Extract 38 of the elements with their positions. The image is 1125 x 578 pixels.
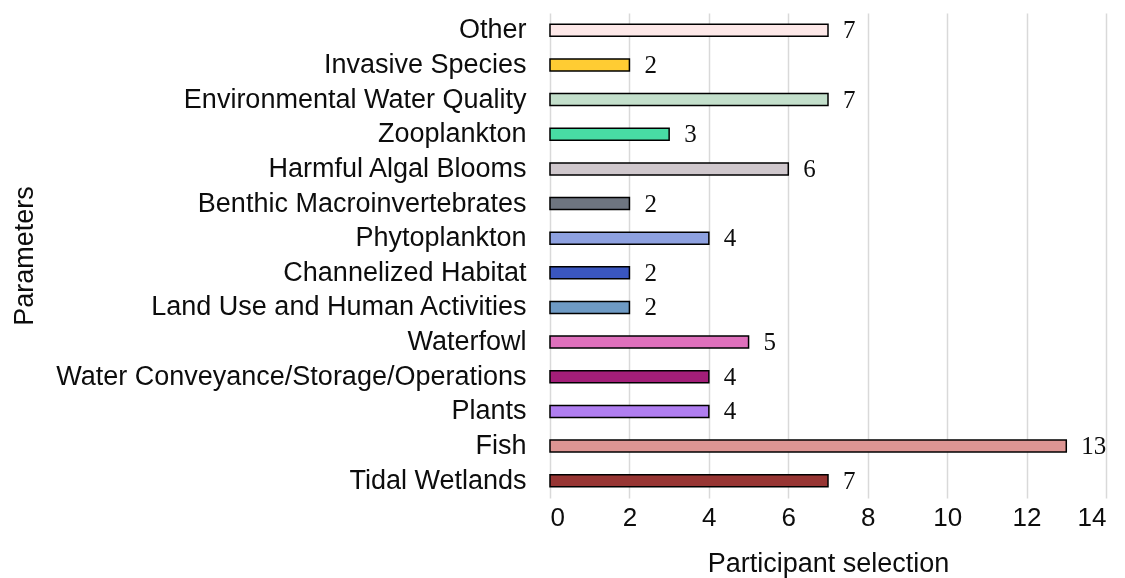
data-label: 2 [644, 189, 657, 217]
x-tick-label: 12 [1012, 501, 1042, 532]
y-tick-label: Invasive Species [323, 48, 527, 79]
data-label: 7 [843, 466, 856, 494]
data-label: 4 [723, 362, 737, 390]
data-label: 2 [644, 50, 657, 78]
y-tick-label: Plants [451, 395, 527, 426]
data-label: 6 [803, 154, 816, 182]
y-tick-label: Channelized Habitat [283, 256, 527, 287]
y-tick-label: Zooplankton [377, 118, 527, 149]
x-tick-label: 14 [1077, 501, 1107, 532]
data-label: 3 [684, 120, 697, 148]
x-tick-label: 0 [550, 501, 565, 532]
x-tick-label: 8 [860, 501, 876, 532]
y-tick-label: Other [458, 14, 527, 45]
data-label: 7 [843, 85, 856, 113]
y-tick-label: Water Conveyance/Storage/Operations [56, 360, 527, 391]
x-tick-label: 2 [622, 501, 638, 532]
x-tick-label: 6 [781, 501, 797, 532]
y-tick-label: Harmful Algal Blooms [268, 152, 527, 183]
data-label: 13 [1081, 432, 1107, 460]
y-tick-label: Benthic Macroinvertebrates [197, 187, 527, 218]
data-label: 2 [644, 293, 657, 321]
x-tick-label: 4 [702, 501, 717, 532]
data-label: 4 [723, 397, 737, 425]
y-axis-title: Parameters [8, 186, 39, 326]
y-tick-label: Environmental Water Quality [183, 83, 527, 114]
y-tick-label: Phytoplankton [355, 222, 527, 253]
x-axis-title: Participant selection [707, 547, 950, 578]
y-tick-label: Tidal Wetlands [349, 464, 527, 495]
data-label: 5 [763, 328, 777, 356]
data-label: 4 [723, 224, 737, 252]
y-tick-label: Land Use and Human Activities [151, 291, 527, 322]
data-label: 2 [644, 258, 657, 286]
x-tick-label: 10 [933, 501, 963, 532]
data-label: 7 [843, 16, 856, 44]
y-tick-label: Waterfowl [407, 326, 527, 357]
y-tick-label: Fish [475, 430, 527, 461]
